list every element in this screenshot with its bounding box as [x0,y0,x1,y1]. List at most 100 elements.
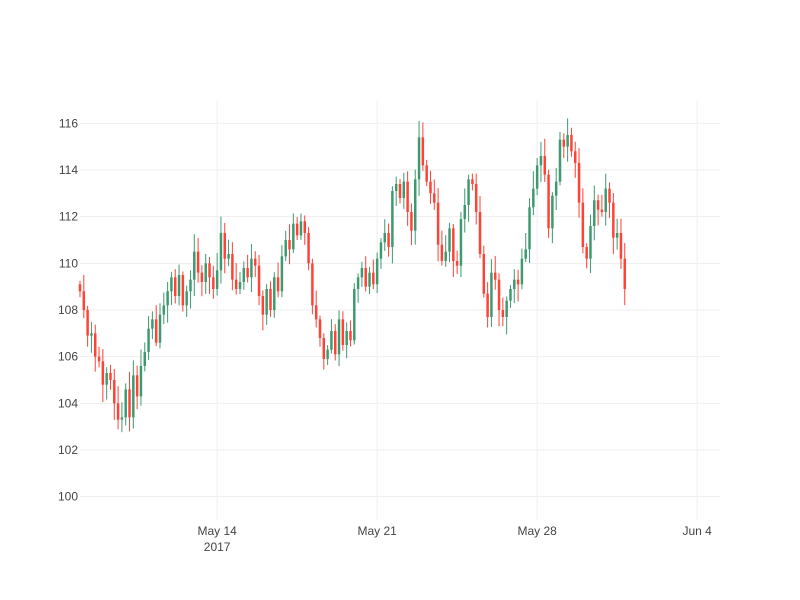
candle-body [170,277,173,292]
candle-body [505,300,508,317]
candle-increasing [132,360,135,429]
candle-body [459,219,463,266]
candle-decreasing [543,138,546,182]
candle-body [135,375,139,397]
candle-decreasing [314,290,318,328]
candle-increasing [265,283,268,325]
candle-decreasing [570,127,573,157]
candle-decreasing [482,245,486,298]
candle-increasing [448,222,451,263]
candle-body [158,314,162,343]
candle-body [570,135,573,152]
candle-body [185,291,188,306]
candle-body [292,223,295,250]
candle-body [181,275,185,306]
candle-body [596,200,600,210]
candle-decreasing [429,170,432,204]
candle-decreasing [295,217,299,241]
candle-body [433,193,436,203]
x-tick-label: May 21 [357,524,397,538]
candle-increasing [444,235,447,267]
candle-decreasing [501,297,505,327]
candle-decreasing [577,148,581,218]
candle-decreasing [455,250,459,274]
candle-decreasing [311,258,314,315]
candle-body [105,373,108,385]
candle-increasing [535,158,539,196]
candle-increasing [242,261,246,290]
candle-decreasing [486,282,489,328]
candle-increasing [520,248,524,290]
candle-body [604,188,607,212]
candle-decreasing [303,215,306,245]
candle-body [364,268,367,287]
candle-decreasing [116,386,120,430]
candle-increasing [528,198,531,264]
candle-body [265,289,268,315]
candle-body [78,284,82,292]
candle-increasing [490,259,493,327]
candle-increasing [391,186,394,264]
candle-body [474,184,478,212]
grid-lines [80,100,720,520]
candle-body [234,279,238,289]
candles [78,118,626,433]
x-tick-label: May 28 [517,524,557,538]
candle-decreasing [596,194,600,226]
candle-increasing [345,322,348,359]
candle-body [398,184,402,198]
candle-decreasing [223,222,226,274]
candle-body [113,380,116,404]
candle-increasing [337,310,341,367]
candle-body [535,165,539,189]
candle-increasing [280,245,284,298]
candle-decreasing [619,218,623,269]
candle-increasing [238,272,242,295]
candle-body [120,417,124,420]
candle-decreasing [254,251,257,277]
candle-body [97,356,101,362]
candle-body [509,289,512,301]
candle-body [356,277,360,289]
candle-decreasing [349,320,352,347]
candle-body [273,277,276,310]
candle-decreasing [387,223,390,257]
candle-body [314,305,318,320]
candle-body [490,272,493,317]
x-tick-label: May 14 [197,524,237,538]
candle-decreasing [372,259,375,290]
candle-decreasing [135,365,139,410]
candle-decreasing [128,371,131,432]
candle-body [299,221,303,236]
candle-body [101,361,105,385]
candle-body [436,202,440,245]
candle-body [215,270,219,289]
y-tick-label: 102 [58,443,78,457]
candle-increasing [505,296,508,335]
candle-increasing [147,316,150,361]
candle-body [330,331,333,350]
candle-decreasing [154,305,158,347]
candle-decreasing [261,290,265,331]
candle-body [231,254,234,280]
candle-increasing [215,253,219,296]
candle-increasing [467,174,470,222]
candle-decreasing [398,179,402,204]
candle-decreasing [257,254,261,306]
candle-body [608,188,611,203]
candle-body [467,179,470,205]
candle-body [139,366,143,397]
candle-decreasing [581,188,585,254]
candle-decreasing [200,265,204,297]
y-tick-label: 106 [58,350,78,364]
candle-increasing [105,367,108,400]
candle-body [494,272,497,280]
candle-body [444,251,447,261]
candle-body [368,272,371,287]
candle-body [189,279,192,292]
candle-decreasing [547,169,550,238]
candle-body [303,221,306,233]
candle-increasing [273,272,276,318]
candle-decreasing [341,311,345,351]
candle-decreasing [86,305,89,347]
